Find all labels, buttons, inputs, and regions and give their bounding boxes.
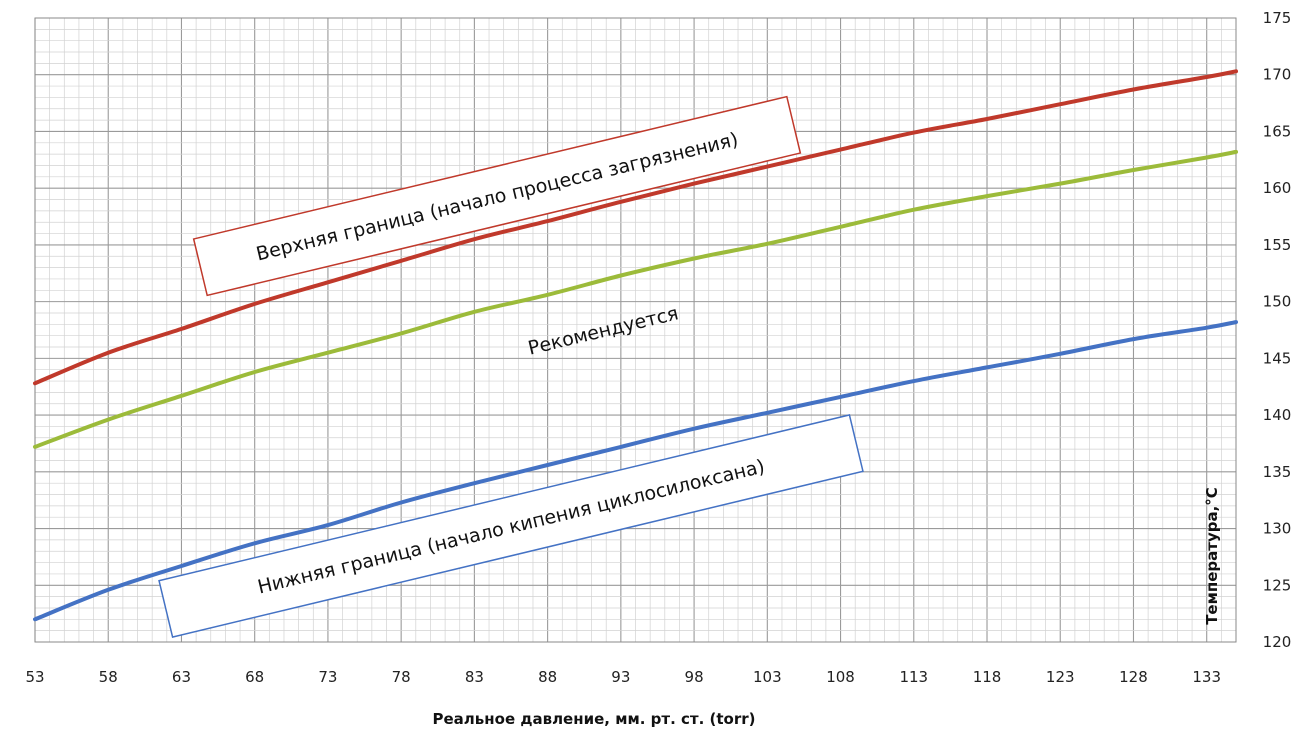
x-tick-label: 128 bbox=[1119, 668, 1148, 686]
y-tick-label: 155 bbox=[1263, 236, 1292, 254]
x-tick-label: 133 bbox=[1192, 668, 1221, 686]
series-layer bbox=[33, 69, 1238, 622]
y-tick-label: 170 bbox=[1263, 66, 1292, 84]
series-line-1 bbox=[33, 69, 1238, 386]
tick-labels: 53 58 63 68 73 78 83 88 93 98 103 108 113 118 123 128 13… bbox=[25, 9, 1291, 686]
x-tick-label: 113 bbox=[899, 668, 928, 686]
x-tick-label: 83 bbox=[465, 668, 484, 686]
x-tick-label: 98 bbox=[685, 668, 704, 686]
y-axis-title: Температура,°С bbox=[1203, 487, 1221, 625]
x-tick-label: 58 bbox=[99, 668, 118, 686]
lower-bound-label-box bbox=[158, 414, 864, 638]
y-tick-label: 175 bbox=[1263, 9, 1292, 27]
y-tick-label: 145 bbox=[1263, 349, 1292, 367]
x-tick-label: 78 bbox=[392, 668, 411, 686]
x-tick-label: 123 bbox=[1046, 668, 1075, 686]
y-tick-label: 165 bbox=[1263, 122, 1292, 140]
upper-bound-label-box bbox=[192, 95, 802, 297]
y-tick-label: 140 bbox=[1263, 406, 1292, 424]
y-tick-label: 150 bbox=[1263, 293, 1292, 311]
x-tick-label: 68 bbox=[245, 668, 264, 686]
x-tick-label: 103 bbox=[753, 668, 782, 686]
y-tick-label: 160 bbox=[1263, 179, 1292, 197]
series-line-2 bbox=[33, 149, 1238, 449]
y-tick-label: 120 bbox=[1263, 633, 1292, 651]
x-tick-label: 108 bbox=[826, 668, 855, 686]
plot-area-border bbox=[34, 17, 1237, 643]
x-tick-label: 53 bbox=[25, 668, 44, 686]
y-tick-label: 130 bbox=[1263, 520, 1292, 538]
series-line-3 bbox=[33, 320, 1238, 622]
x-tick-label: 88 bbox=[538, 668, 557, 686]
x-tick-label: 93 bbox=[611, 668, 630, 686]
x-tick-label: 118 bbox=[973, 668, 1002, 686]
x-axis-title: Реальное давление, мм. рт. ст. (torr) bbox=[433, 710, 756, 728]
x-tick-label: 73 bbox=[318, 668, 337, 686]
x-tick-label: 63 bbox=[172, 668, 191, 686]
y-tick-label: 135 bbox=[1263, 463, 1292, 481]
y-tick-label: 125 bbox=[1263, 576, 1292, 594]
